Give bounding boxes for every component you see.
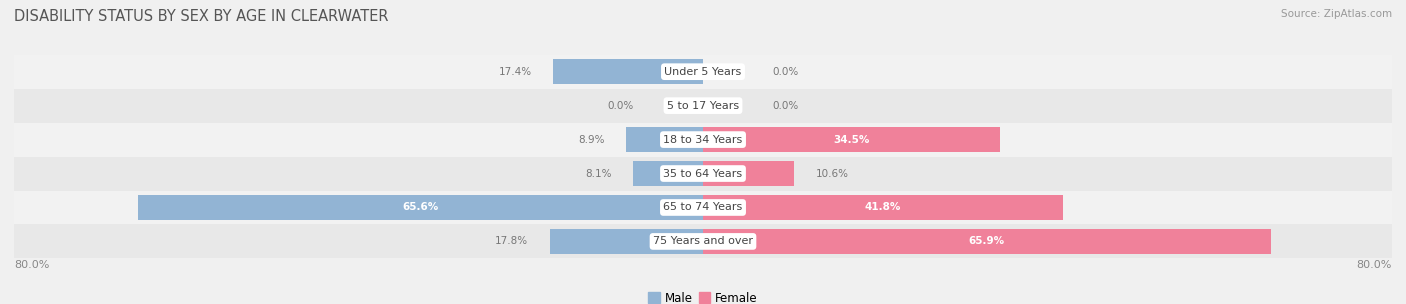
Bar [14, 89, 1392, 123]
Bar [703, 195, 1063, 220]
Text: DISABILITY STATUS BY SEX BY AGE IN CLEARWATER: DISABILITY STATUS BY SEX BY AGE IN CLEAR… [14, 9, 388, 24]
Bar [703, 127, 1000, 152]
Bar [14, 55, 1392, 89]
Bar [703, 229, 1271, 254]
Text: Source: ZipAtlas.com: Source: ZipAtlas.com [1281, 9, 1392, 19]
Bar [550, 229, 703, 254]
Bar [14, 191, 1392, 224]
Text: 80.0%: 80.0% [14, 260, 49, 270]
Bar [703, 161, 794, 186]
Text: 35 to 64 Years: 35 to 64 Years [664, 168, 742, 178]
Text: 18 to 34 Years: 18 to 34 Years [664, 135, 742, 145]
Text: Under 5 Years: Under 5 Years [665, 67, 741, 77]
Text: 75 Years and over: 75 Years and over [652, 237, 754, 247]
Legend: Male, Female: Male, Female [644, 287, 762, 304]
Text: 0.0%: 0.0% [772, 101, 799, 111]
Bar [14, 157, 1392, 191]
Text: 34.5%: 34.5% [834, 135, 870, 145]
Bar [626, 127, 703, 152]
Bar [633, 161, 703, 186]
Text: 5 to 17 Years: 5 to 17 Years [666, 101, 740, 111]
Bar [14, 123, 1392, 157]
Bar [138, 195, 703, 220]
Text: 80.0%: 80.0% [1357, 260, 1392, 270]
Text: 10.6%: 10.6% [815, 168, 849, 178]
Bar [553, 60, 703, 84]
Text: 41.8%: 41.8% [865, 202, 901, 212]
Text: 65 to 74 Years: 65 to 74 Years [664, 202, 742, 212]
Text: 65.9%: 65.9% [969, 237, 1005, 247]
Text: 0.0%: 0.0% [607, 101, 634, 111]
Bar [14, 224, 1392, 258]
Text: 8.1%: 8.1% [585, 168, 612, 178]
Text: 17.4%: 17.4% [499, 67, 531, 77]
Text: 0.0%: 0.0% [772, 67, 799, 77]
Text: 8.9%: 8.9% [578, 135, 605, 145]
Text: 17.8%: 17.8% [495, 237, 529, 247]
Text: 65.6%: 65.6% [402, 202, 439, 212]
